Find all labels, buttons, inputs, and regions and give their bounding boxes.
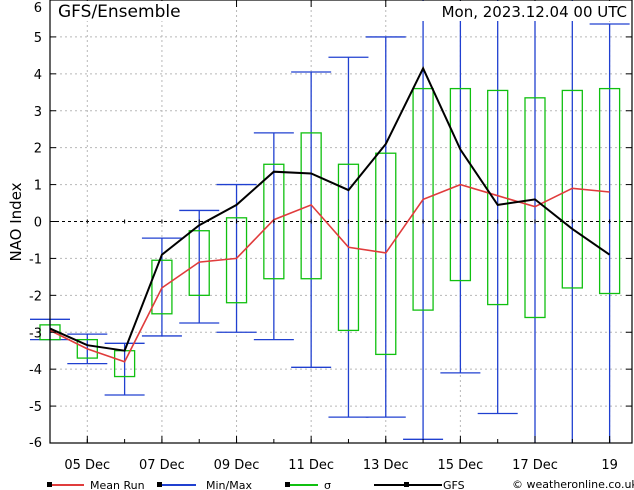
- minmax-whisker: [477, 0, 518, 415]
- sigma-box: [225, 217, 248, 304]
- run-time-label: Mon, 2023.12.04 00 UTC: [442, 3, 627, 21]
- x-tick-label: 17 Dec: [512, 458, 558, 473]
- minmax-whisker: [104, 342, 145, 396]
- sigma-box: [375, 152, 397, 356]
- y-axis-label: NAO Index: [7, 182, 25, 261]
- x-tick-label: 19: [601, 458, 618, 473]
- legend-item-mean-run: Mean Run: [47, 479, 145, 490]
- y-tick-label: -2: [29, 289, 42, 304]
- minmax-whisker: [440, 0, 481, 374]
- sigma-box: [263, 163, 285, 280]
- minmax-whisker: [179, 209, 220, 324]
- y-tick-label: 6: [34, 1, 42, 16]
- x-tick-label: 11 Dec: [288, 458, 334, 473]
- minmax-whisker: [328, 56, 369, 418]
- y-tick-label: 5: [34, 31, 42, 46]
- sigma-box: [113, 350, 136, 378]
- y-tick-label: -1: [29, 252, 42, 267]
- sigma-box: [300, 132, 322, 280]
- sigma-layer: [39, 87, 621, 378]
- y-tick-label: 0: [34, 216, 42, 231]
- legend-item-minmax: Min/Max: [157, 479, 252, 490]
- legend: Mean Run Min/Max σ GFS © weatheronline.c…: [47, 478, 634, 490]
- run-time-backdrop: [414, 1, 629, 21]
- y-tick-label: -6: [29, 436, 42, 451]
- y-tick-label: 1: [34, 179, 42, 194]
- title-backdrop: [54, 1, 214, 21]
- sigma-box: [151, 259, 173, 315]
- line-layer: [49, 65, 611, 363]
- axis-layer: -6 -5 -4 -3 -2 -1 0 1 2 3 4 5 6 05 Dec 07 Dec 09 Dec 11 …: [29, 0, 632, 473]
- sigma-box: [188, 230, 210, 296]
- sigma-box: [524, 97, 546, 319]
- x-tick-label: 07 Dec: [139, 458, 185, 473]
- sigma-box: [337, 163, 360, 332]
- x-tick-label: 09 Dec: [214, 458, 260, 473]
- y-tick-label: -4: [29, 363, 42, 378]
- sigma-box: [76, 338, 98, 359]
- x-tick-label: 13 Dec: [363, 458, 409, 473]
- credit-text: © weatheronline.co.uk: [512, 478, 634, 490]
- y-tick-label: 4: [34, 68, 42, 83]
- legend-label-mean-run: Mean Run: [90, 479, 145, 490]
- x-tick-label: 15 Dec: [437, 458, 483, 473]
- legend-item-gfs: GFS: [374, 479, 465, 490]
- y-tick-label: -3: [29, 326, 42, 341]
- legend-item-sigma: σ: [285, 479, 331, 490]
- y-tick-label: 2: [34, 142, 42, 157]
- y-tick-label: 3: [34, 105, 42, 120]
- minmax-whisker: [589, 23, 630, 443]
- legend-label-sigma: σ: [324, 479, 331, 490]
- sigma-box: [487, 89, 509, 306]
- sigma-box: [412, 87, 434, 311]
- chart-title: GFS/Ensemble: [58, 2, 181, 22]
- sigma-box: [449, 87, 472, 282]
- x-tick-label: 05 Dec: [64, 458, 110, 473]
- y-tick-label: -5: [29, 400, 42, 415]
- minmax-whisker: [253, 132, 294, 341]
- legend-label-minmax: Min/Max: [206, 479, 252, 490]
- legend-label-gfs: GFS: [443, 479, 465, 490]
- gfs-line: [49, 65, 611, 352]
